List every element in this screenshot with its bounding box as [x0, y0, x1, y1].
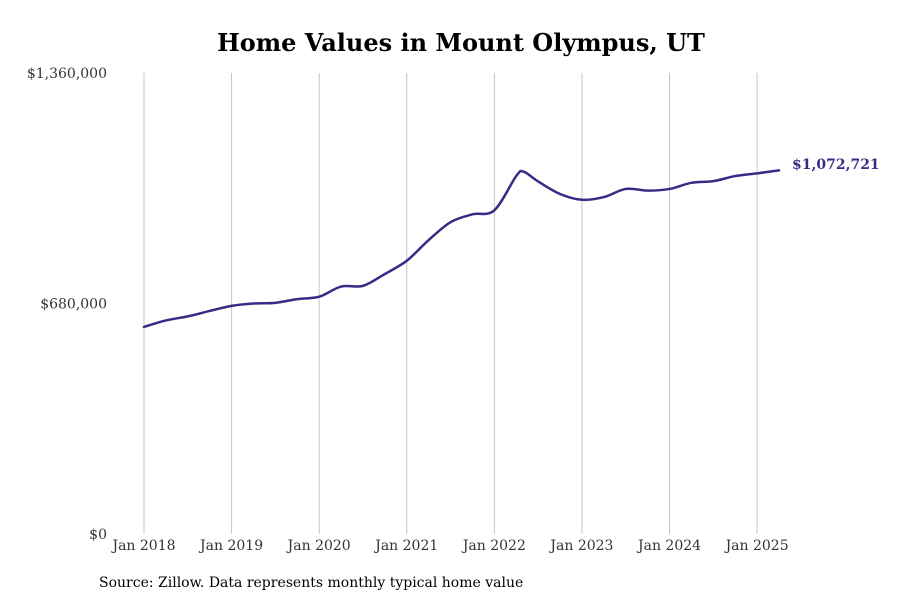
home-value-line [142, 169, 781, 329]
x-tick-label: Jan 2023 [548, 538, 613, 554]
x-tick-label: Jan 2020 [286, 538, 351, 554]
y-tick-label: $0 [89, 527, 107, 543]
end-value-label: $1,072,721 [792, 157, 880, 173]
series-layer [142, 169, 781, 329]
y-tick-label: $1,360,000 [27, 66, 107, 82]
chart-title: Home Values in Mount Olympus, UT [217, 28, 705, 57]
x-tick-label: Jan 2018 [110, 538, 175, 554]
x-tick-label: Jan 2021 [373, 538, 438, 554]
x-tick-label: Jan 2022 [461, 538, 526, 554]
source-note: Source: Zillow. Data represents monthly … [99, 575, 523, 591]
x-tick-label: Jan 2024 [636, 538, 701, 554]
y-tick-label: $680,000 [40, 297, 107, 313]
x-axis: Jan 2018 Jan 2019 Jan 2020 Jan 2021 Jan 2022… [110, 538, 788, 554]
x-tick-label: Jan 2025 [724, 538, 789, 554]
gridlines [143, 73, 758, 534]
x-tick-label: Jan 2019 [198, 538, 263, 554]
y-axis: $0 $680,000 $1,360,000 [27, 66, 107, 543]
